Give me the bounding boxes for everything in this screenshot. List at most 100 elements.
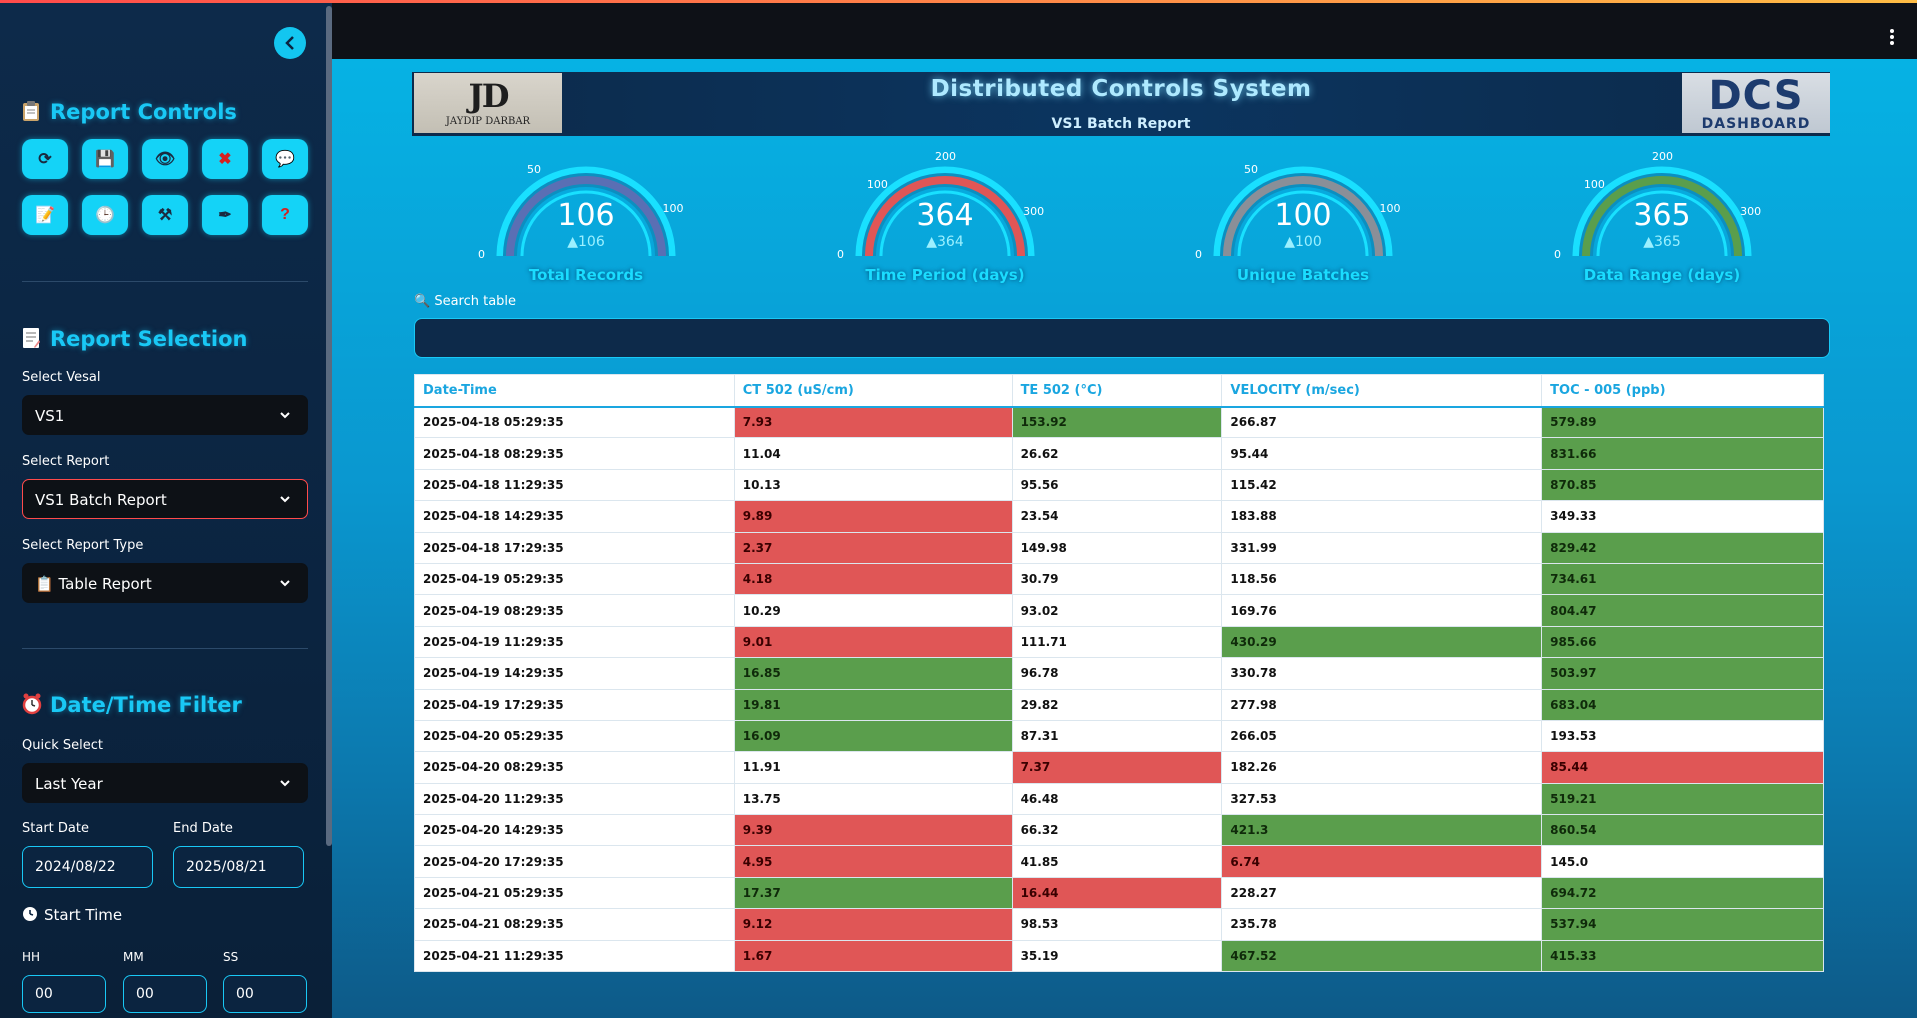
table-cell: 35.19 bbox=[1011, 939, 1223, 973]
search-input[interactable] bbox=[414, 318, 1830, 358]
eye-button[interactable]: 👁 bbox=[142, 139, 188, 179]
report-type-select[interactable]: 📋 Table Report bbox=[22, 563, 308, 603]
column-header[interactable]: Date-Time bbox=[414, 374, 735, 408]
table-cell: 277.98 bbox=[1221, 688, 1543, 721]
chevron-down-icon bbox=[280, 580, 290, 587]
table-cell: 29.82 bbox=[1011, 688, 1223, 721]
gauge-value: 365 bbox=[1633, 198, 1691, 233]
table-cell: 98.53 bbox=[1011, 908, 1223, 941]
chat-button[interactable]: 💬 bbox=[262, 139, 308, 179]
table-cell: 734.61 bbox=[1541, 562, 1824, 596]
table-cell: 41.85 bbox=[1011, 845, 1223, 878]
close-icon: ✖ bbox=[218, 151, 232, 168]
chevron-down-icon bbox=[280, 780, 290, 787]
hh-input[interactable]: 00 bbox=[22, 975, 106, 1013]
pen-button[interactable]: ✒ bbox=[202, 195, 248, 235]
gauge-time-period-days: 364 ▲364 Time Period (days) 0 100 200 300 bbox=[815, 140, 1075, 290]
table-cell: 694.72 bbox=[1541, 876, 1824, 910]
table-cell: 9.01 bbox=[733, 625, 1013, 659]
mm-value: 00 bbox=[136, 986, 154, 1002]
table-cell: 421.3 bbox=[1221, 814, 1543, 847]
table-cell: 4.95 bbox=[733, 845, 1013, 878]
clock-icon bbox=[23, 907, 37, 921]
help-icon: ? bbox=[280, 206, 290, 223]
ss-input[interactable]: 00 bbox=[223, 975, 307, 1013]
vesal-select-value: VS1 bbox=[35, 407, 65, 425]
memo-button[interactable]: 📝 bbox=[22, 195, 68, 235]
help-button[interactable]: ? bbox=[262, 195, 308, 235]
clock-icon: 🕒 bbox=[95, 207, 115, 224]
table-cell: 2025-04-18 11:29:35 bbox=[414, 468, 735, 502]
table-cell: 804.47 bbox=[1541, 594, 1824, 627]
refresh-icon: ⟳ bbox=[38, 151, 52, 168]
chevron-down-icon bbox=[280, 412, 290, 419]
table-cell: 30.79 bbox=[1011, 562, 1223, 596]
refresh-button[interactable]: ⟳ bbox=[22, 139, 68, 179]
clock-button[interactable]: 🕒 bbox=[82, 195, 128, 235]
table-cell: 85.44 bbox=[1541, 751, 1824, 784]
gauge-delta: ▲364 bbox=[926, 234, 964, 250]
sidebar-scrollbar[interactable] bbox=[326, 6, 332, 846]
table-row: 2025-04-18 11:29:35 10.13 95.56 115.42 870.8… bbox=[414, 468, 1824, 502]
mm-input[interactable]: 00 bbox=[123, 975, 207, 1013]
report-selection-title: Report Selection bbox=[22, 327, 247, 351]
eye-icon: 👁 bbox=[154, 151, 176, 168]
table-cell: 2025-04-18 14:29:35 bbox=[414, 500, 735, 533]
mm-label: MM bbox=[123, 950, 144, 964]
quick-select[interactable]: Last Year bbox=[22, 763, 308, 803]
sidebar: Report Controls ⟳ 💾 👁 ✖ 💬 📝 🕒 ⚒ ✒? Report Select… bbox=[0, 3, 332, 1018]
vesal-select[interactable]: VS1 bbox=[22, 395, 308, 435]
table-cell: 7.37 bbox=[1011, 751, 1223, 784]
gauge-unique-batches: 100 ▲100 Unique Batches 0 50 100 bbox=[1173, 140, 1433, 290]
table-row: 2025-04-19 14:29:35 16.85 96.78 330.78 503.9… bbox=[414, 657, 1824, 690]
gauge-tick-label: 100 bbox=[1583, 177, 1605, 191]
table-row: 2025-04-19 11:29:35 9.01 111.71 430.29 985.6… bbox=[414, 625, 1824, 659]
close-button[interactable]: ✖ bbox=[202, 139, 248, 179]
end-date-label: End Date bbox=[173, 821, 233, 836]
tools-button[interactable]: ⚒ bbox=[142, 195, 188, 235]
table-row: 2025-04-21 11:29:35 1.67 35.19 467.52 415.33 bbox=[414, 939, 1824, 973]
table-cell: 228.27 bbox=[1221, 876, 1543, 910]
start-time-label: Start Time bbox=[22, 906, 122, 924]
start-date-input[interactable]: 2024/08/22 bbox=[22, 846, 153, 888]
save-button[interactable]: 💾 bbox=[82, 139, 128, 179]
column-header[interactable]: CT 502 (uS/cm) bbox=[733, 374, 1013, 408]
collapse-sidebar-button[interactable] bbox=[274, 27, 306, 59]
clipboard-icon bbox=[22, 100, 42, 122]
table-cell: 93.02 bbox=[1011, 594, 1223, 627]
column-header[interactable]: TE 502 (°C) bbox=[1011, 374, 1223, 408]
select-report-type-label: Select Report Type bbox=[22, 538, 144, 553]
alarm-clock-icon bbox=[22, 693, 42, 715]
table-row: 2025-04-19 17:29:35 19.81 29.82 277.98 683.0… bbox=[414, 688, 1824, 721]
pen-icon: ✒ bbox=[218, 207, 232, 224]
tools-icon: ⚒ bbox=[157, 207, 173, 224]
table-row: 2025-04-20 08:29:35 11.91 7.37 182.26 85.44 bbox=[414, 751, 1824, 784]
search-table-label: 🔍 Search table bbox=[414, 294, 517, 309]
chevron-down-icon bbox=[280, 496, 290, 503]
gauge-total-records: 106 ▲106 Total Records 0 50 100 bbox=[456, 140, 716, 290]
table-cell: 2025-04-20 14:29:35 bbox=[414, 814, 735, 847]
column-header[interactable]: VELOCITY (m/sec) bbox=[1221, 374, 1543, 408]
table-cell: 2025-04-19 14:29:35 bbox=[414, 657, 735, 690]
table-row: 2025-04-18 08:29:35 11.04 26.62 95.44 831.66 bbox=[414, 437, 1824, 470]
gauge-delta: ▲106 bbox=[567, 234, 605, 250]
table-row: 2025-04-21 08:29:35 9.12 98.53 235.78 537.94 bbox=[414, 908, 1824, 941]
table-cell: 831.66 bbox=[1541, 437, 1824, 470]
table-cell: 16.09 bbox=[733, 719, 1013, 753]
table-cell: 6.74 bbox=[1221, 845, 1543, 878]
table-cell: 95.56 bbox=[1011, 468, 1223, 502]
gauge-tick-label: 300 bbox=[1023, 205, 1045, 219]
table-row: 2025-04-18 14:29:35 9.89 23.54 183.88 349.33 bbox=[414, 500, 1824, 533]
gauge-label: Unique Batches bbox=[1236, 266, 1370, 284]
end-date-input[interactable]: 2025/08/21 bbox=[173, 846, 304, 888]
column-header[interactable]: TOC - 005 (ppb) bbox=[1541, 374, 1824, 408]
gauge-tick-label: 200 bbox=[1652, 150, 1673, 163]
table-cell: 118.56 bbox=[1221, 562, 1543, 596]
report-select[interactable]: VS1 Batch Report bbox=[22, 479, 308, 519]
table-header-row: Date-Time CT 502 (uS/cm) TE 502 (°C) VELOCI… bbox=[414, 374, 1824, 408]
table-cell: 330.78 bbox=[1221, 657, 1543, 690]
ss-value: 00 bbox=[236, 986, 254, 1002]
more-menu-icon[interactable] bbox=[1889, 28, 1895, 46]
table-cell: 13.75 bbox=[733, 782, 1013, 816]
divider bbox=[22, 648, 308, 649]
